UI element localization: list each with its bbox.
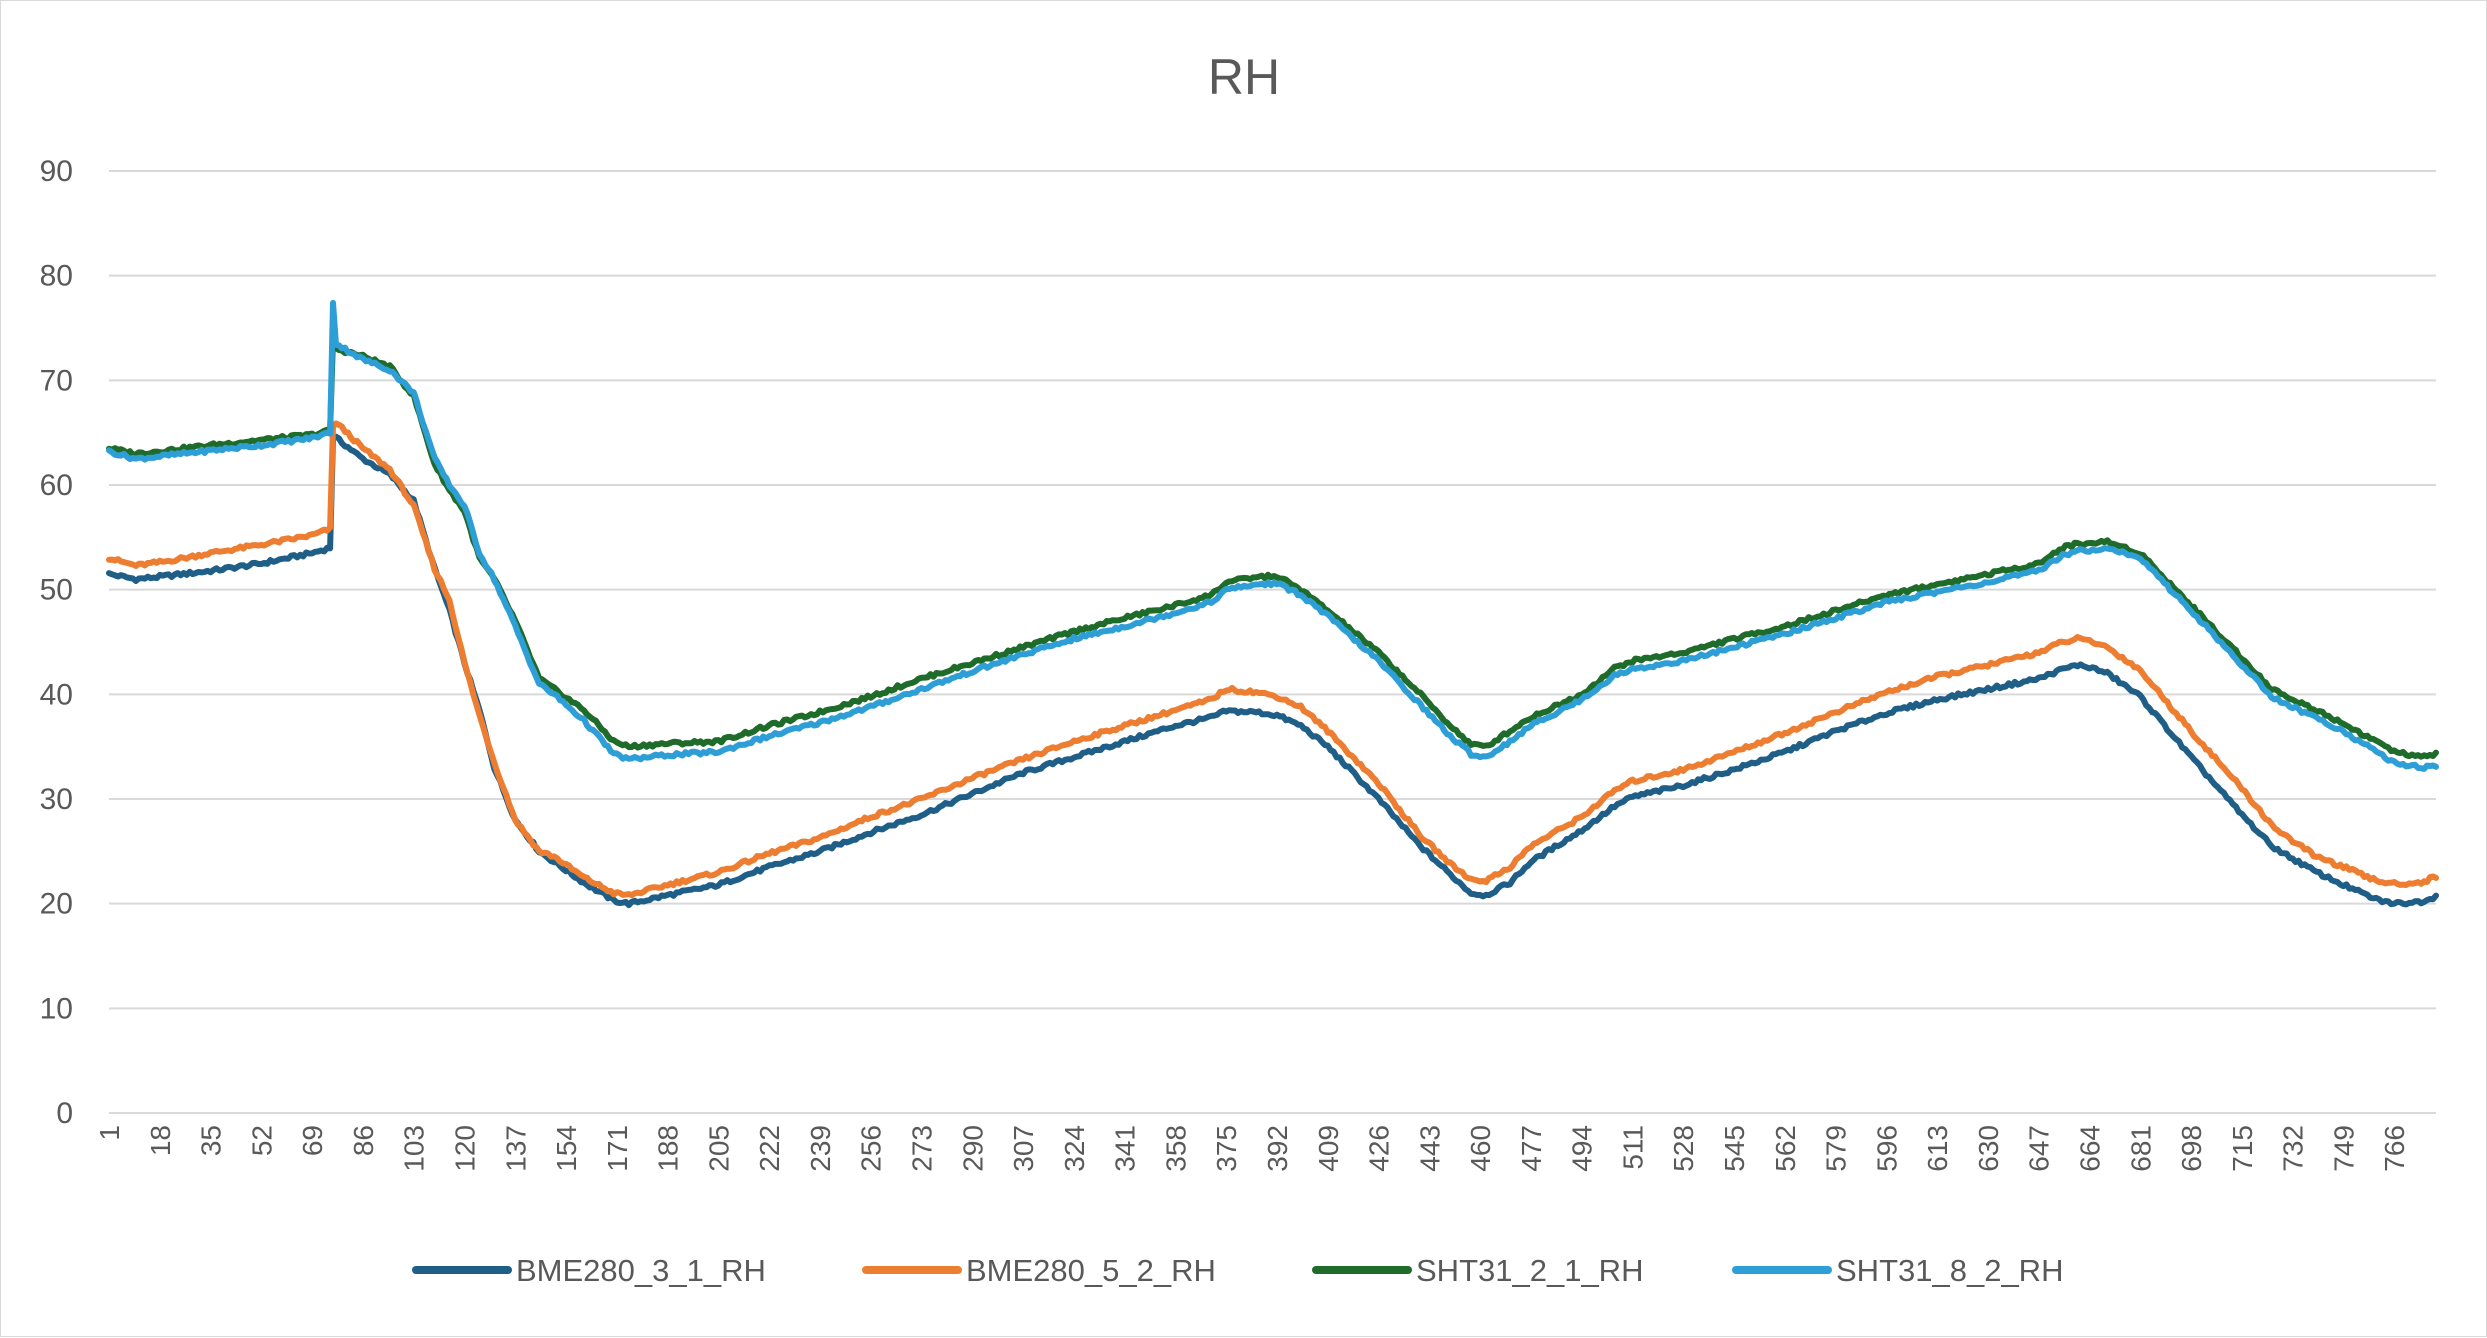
x-tick-label: 86 [348,1125,379,1156]
y-tick-label: 40 [40,678,73,711]
x-tick-label: 698 [2176,1125,2207,1172]
y-axis-tick-labels: 0 10 20 30 40 50 60 70 80 90 [40,155,73,1130]
series-lines [106,299,2439,909]
x-tick-label: 664 [2074,1125,2105,1172]
x-tick-label: 222 [754,1125,785,1172]
x-tick-label: 341 [1110,1125,1141,1172]
x-tick-label: 324 [1059,1125,1090,1172]
x-tick-label: 18 [145,1125,176,1156]
x-tick-label: 307 [1008,1125,1039,1172]
y-tick-label: 60 [40,469,73,502]
legend: BME280_3_1_RH BME280_5_2_RH SHT31_2_1_RH SH… [412,1253,2063,1288]
x-tick-label: 205 [703,1125,734,1172]
legend-label: SHT31_2_1_RH [1416,1253,1643,1288]
x-tick-label: 494 [1567,1125,1598,1172]
x-tick-label: 290 [957,1125,988,1172]
x-tick-label: 103 [399,1125,430,1172]
y-tick-label: 80 [40,260,73,293]
y-tick-label: 20 [40,888,73,921]
x-tick-label: 375 [1211,1125,1242,1172]
x-tick-label: 426 [1364,1125,1395,1172]
series-line-bme280-5-2-rh [106,420,2439,899]
x-tick-label: 392 [1262,1125,1293,1172]
x-tick-label: 562 [1770,1125,1801,1172]
y-tick-label: 70 [40,364,73,397]
x-tick-label: 35 [196,1125,227,1156]
x-tick-label: 732 [2278,1125,2309,1172]
x-tick-label: 766 [2379,1125,2410,1172]
x-tick-label: 358 [1160,1125,1191,1172]
x-tick-label: 273 [907,1125,938,1172]
x-tick-label: 579 [1821,1125,1852,1172]
x-tick-label: 681 [2125,1125,2156,1172]
x-tick-label: 188 [653,1125,684,1172]
x-tick-label: 52 [246,1125,277,1156]
x-tick-label: 69 [297,1125,328,1156]
x-tick-label: 171 [602,1125,633,1172]
x-tick-label: 154 [551,1125,582,1172]
x-tick-label: 120 [449,1125,480,1172]
x-tick-label: 239 [805,1125,836,1172]
y-tick-label: 90 [40,155,73,188]
x-tick-label: 443 [1414,1125,1445,1172]
x-tick-label: 511 [1617,1125,1648,1170]
x-tick-label: 256 [856,1125,887,1172]
x-tick-label: 715 [2227,1125,2258,1172]
y-tick-label: 10 [40,992,73,1025]
x-tick-label: 749 [2328,1125,2359,1172]
x-tick-label: 460 [1465,1125,1496,1172]
legend-label: SHT31_8_2_RH [1836,1253,2063,1288]
x-tick-label: 409 [1313,1125,1344,1172]
series-line-sht31-8-2-rh [106,299,2439,772]
x-tick-label: 528 [1668,1125,1699,1172]
x-tick-label: 596 [1871,1125,1902,1172]
legend-label: BME280_5_2_RH [966,1253,1216,1288]
y-tick-label: 30 [40,783,73,816]
x-tick-label: 137 [500,1125,531,1172]
x-tick-label: 613 [1922,1125,1953,1172]
x-tick-label: 647 [2024,1125,2055,1172]
legend-label: BME280_3_1_RH [516,1253,766,1288]
y-tick-label: 0 [56,1097,73,1130]
x-tick-label: 545 [1719,1125,1750,1172]
x-tick-label: 477 [1516,1125,1547,1172]
x-tick-label: 1 [94,1125,125,1141]
y-tick-label: 50 [40,574,73,607]
x-tick-label: 630 [1973,1125,2004,1172]
x-axis-tick-labels: 1 18 35 52 69 86 103 120 137 154 171 188 205 222 239 25… [94,1125,2410,1172]
chart-title: RH [1208,49,1280,105]
